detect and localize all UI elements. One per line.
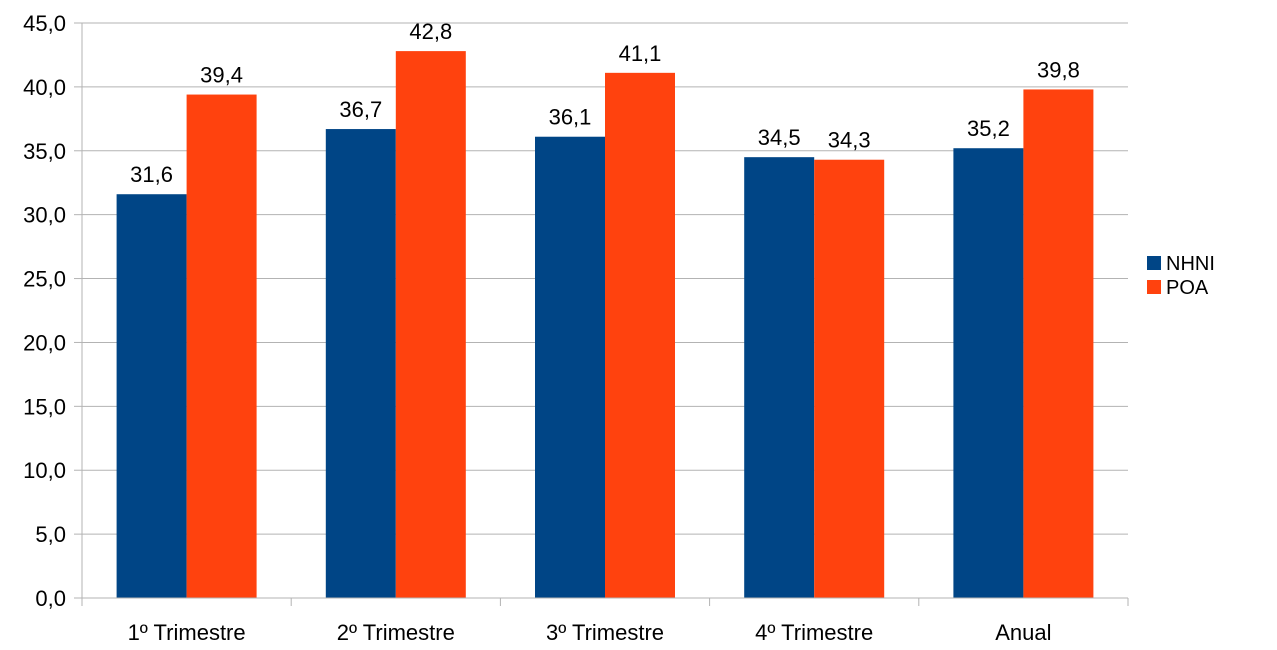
bar-poa: [395, 51, 466, 599]
y-tick-label: 15,0: [23, 394, 66, 419]
data-label: 31,6: [130, 162, 173, 187]
y-tick-label: 30,0: [23, 203, 66, 228]
x-tick-label: 3º Trimestre: [546, 620, 664, 645]
y-tick-label: 45,0: [23, 11, 66, 36]
y-tick-label: 0,0: [35, 586, 66, 611]
axes: [74, 22, 1129, 606]
legend-label-poa: POA: [1166, 277, 1209, 299]
y-tick-label: 40,0: [23, 75, 66, 100]
labels: 0,0 5,0 10,0 15,0 20,0 25,0 30,0 35,0 40,0 45,0 31…: [23, 11, 1080, 645]
y-tick-label: 10,0: [23, 458, 66, 483]
bar-nhni: [535, 136, 605, 598]
y-tick-label: 5,0: [35, 522, 66, 547]
y-tick-label: 20,0: [23, 330, 66, 355]
y-tick-label: 35,0: [23, 139, 66, 164]
x-tick-label: Anual: [995, 620, 1051, 645]
data-label: 36,1: [549, 105, 592, 130]
x-tick-label: 1º Trimestre: [128, 620, 246, 645]
bar-nhni: [953, 148, 1024, 598]
data-label: 41,1: [619, 41, 662, 66]
x-tick-label: 2º Trimestre: [337, 620, 455, 645]
data-label: 39,4: [200, 63, 243, 88]
bar-nhni: [744, 157, 815, 598]
data-label: 36,7: [339, 97, 382, 122]
bar-poa: [814, 159, 885, 598]
bar-nhni: [325, 129, 396, 599]
legend-swatch-nhni: [1147, 256, 1161, 270]
data-label: 35,2: [967, 116, 1010, 141]
bar-poa: [605, 72, 675, 599]
legend-label-nhni: NHNI: [1166, 253, 1215, 275]
data-label: 34,5: [758, 125, 801, 150]
legend-swatch-poa: [1147, 280, 1161, 294]
x-tick-label: 4º Trimestre: [755, 620, 873, 645]
data-label: 39,8: [1037, 57, 1080, 82]
bar-poa: [1023, 89, 1094, 598]
data-label: 42,8: [409, 19, 452, 44]
bars: [116, 51, 1094, 599]
bar-nhni: [116, 194, 187, 598]
y-tick-label: 25,0: [23, 267, 66, 292]
data-label: 34,3: [828, 128, 871, 153]
bar-poa: [186, 94, 257, 599]
